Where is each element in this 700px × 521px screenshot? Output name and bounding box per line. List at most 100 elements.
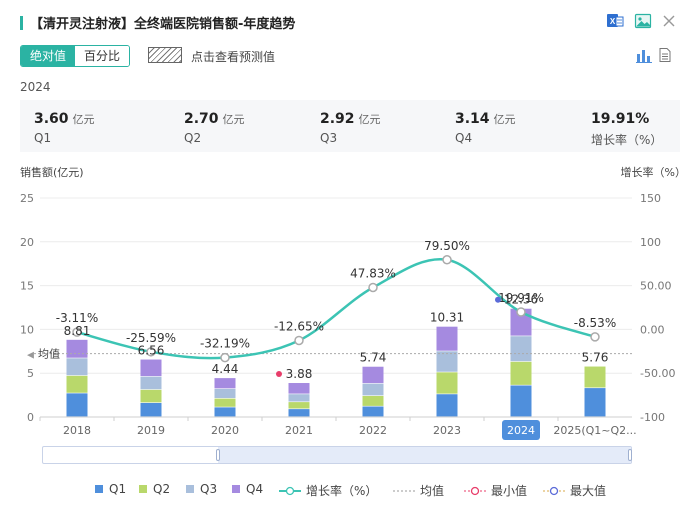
- legend-item-q1[interactable]: Q1: [95, 482, 126, 496]
- legend-item-q2[interactable]: Q2: [139, 482, 170, 496]
- table-view-icon[interactable]: [657, 47, 673, 63]
- y-tick-label: 5: [27, 367, 34, 380]
- bar-total-label: 3.88: [286, 367, 313, 381]
- y2-tick-label: -100: [640, 411, 665, 424]
- growth-rate-point: [294, 335, 304, 346]
- growth-rate-label: 79.50%: [424, 239, 470, 253]
- legend-swatch: [95, 485, 103, 493]
- x-tick-label: 2022: [359, 424, 387, 437]
- bar-segment-q4: [288, 383, 310, 394]
- y2-tick-label: -50.00: [640, 367, 675, 380]
- stat-value: 3.14: [455, 111, 490, 127]
- growth-rate-point: [516, 307, 526, 317]
- bar-total-label: 8.81: [64, 324, 91, 338]
- growth-rate-label: 19.91%: [498, 291, 544, 305]
- card-header: 【清开灵注射液】全终端医院销售额-年度趋势 X: [0, 0, 700, 44]
- chart-legend: Q1 Q2 Q3 Q4 增长率（%） 均值 最小值 最大值: [0, 482, 700, 498]
- stat-unit: 亿元: [222, 113, 245, 126]
- sales-trend-chart: 0 5 10 15 20 25 -100 -50.00 0.00 50.00 100 150 2018 2…: [20, 192, 675, 440]
- y-tick-label: 10: [20, 323, 34, 336]
- legend-label: 最大值: [570, 484, 607, 498]
- max-value-marker: [495, 296, 501, 303]
- growth-rate-label: -32.19%: [200, 337, 250, 351]
- bar-total-label: 5.76: [582, 351, 609, 365]
- y2-tick-label: 0.00: [640, 323, 665, 336]
- legend-item-average[interactable]: 均值: [393, 482, 444, 499]
- average-label: 均值: [38, 348, 60, 361]
- legend-swatch: [186, 485, 194, 493]
- bar-segment-q1: [140, 402, 162, 417]
- legend-item-max[interactable]: 最大值: [543, 482, 606, 499]
- bar-segment-q4: [436, 326, 458, 351]
- x-tick-highlight: [502, 420, 540, 440]
- bar-segment-q3: [66, 358, 88, 376]
- bar-segment-q2: [362, 395, 384, 406]
- bar-segment-q4: [140, 359, 162, 377]
- bar-segment-q1: [584, 388, 606, 417]
- growth-rate-label: -12.65%: [274, 319, 324, 333]
- absolute-value-button[interactable]: 绝对值: [21, 46, 76, 66]
- x-tick-label: 2018: [63, 424, 91, 437]
- y-tick-label: 20: [20, 236, 34, 249]
- legend-item-min[interactable]: 最小值: [464, 482, 527, 499]
- legend-item-q4[interactable]: Q4: [232, 482, 263, 496]
- bar-segment-q3: [510, 336, 532, 362]
- stat-label: 增长率（%）: [591, 133, 663, 147]
- chart-title: 【清开灵注射液】全终端医院销售额-年度趋势: [30, 17, 296, 32]
- bar-segment-q1: [288, 409, 310, 417]
- growth-rate-point: [146, 347, 156, 357]
- bar-segment-q1: [510, 385, 532, 417]
- stat-unit: 亿元: [72, 113, 95, 126]
- bar-segment-q2: [140, 389, 162, 403]
- bar-segment-q1: [214, 407, 236, 417]
- x-tick-label: 2023: [433, 424, 461, 437]
- forecast-toggle-label[interactable]: 点击查看预测值: [191, 50, 276, 64]
- stat-value: 19.91%: [591, 111, 650, 127]
- excel-export-icon[interactable]: X: [606, 12, 624, 30]
- y-tick-label: 15: [20, 280, 34, 293]
- legend-label: Q3: [200, 482, 218, 496]
- growth-rate-label: -8.53%: [574, 316, 616, 330]
- stat-unit: 亿元: [358, 113, 381, 126]
- bar-segment-q2: [214, 398, 236, 407]
- image-export-icon[interactable]: [634, 12, 652, 30]
- bar-segment-q2: [436, 372, 458, 394]
- x-tick-label: 2021: [285, 424, 313, 437]
- legend-label: Q2: [153, 482, 171, 496]
- bar-chart-icon[interactable]: [636, 47, 652, 63]
- bar-segment-q3: [288, 394, 310, 402]
- x-tick-label: 2019: [137, 424, 165, 437]
- legend-swatch: [139, 485, 147, 493]
- growth-rate-label: -3.11%: [56, 311, 98, 325]
- bar-total-label: 5.74: [360, 351, 387, 365]
- average-arrow: ◀: [27, 351, 34, 361]
- stat-growth: 19.91% 增长率（%）: [591, 108, 662, 148]
- bar-segment-q3: [214, 388, 236, 399]
- value-mode-toggle: 绝对值 百分比: [20, 45, 131, 67]
- forecast-pattern-swatch[interactable]: [148, 47, 182, 63]
- bar-total-label: 4.44: [212, 362, 239, 376]
- max-marker-legend-icon: [543, 486, 565, 495]
- bar-segment-q4: [214, 378, 236, 389]
- range-slider-right-handle[interactable]: [628, 449, 632, 461]
- summary-panel: 3.60 亿元 Q1 2.70 亿元 Q2 2.92 亿元 Q3 3.14 亿元 Q4 …: [20, 100, 680, 152]
- growth-rate-label: -25.59%: [126, 331, 176, 345]
- legend-label: 最小值: [491, 484, 528, 498]
- percentage-button[interactable]: 百分比: [75, 46, 130, 66]
- bar-total-label: 10.31: [430, 311, 464, 325]
- growth-rate-point: [72, 327, 82, 337]
- stat-q2: 2.70 亿元 Q2: [184, 108, 245, 145]
- growth-rate-label: 47.83%: [350, 267, 396, 281]
- range-slider-selection[interactable]: [218, 447, 631, 463]
- legend-label: Q1: [109, 482, 127, 496]
- legend-item-growth[interactable]: 增长率（%）: [279, 482, 377, 499]
- growth-rate-line: [76, 257, 596, 360]
- range-slider-left-handle[interactable]: [216, 449, 220, 461]
- y-axis-title: 销售额(亿元): [20, 166, 84, 179]
- x-tick-label: 2020: [211, 424, 239, 437]
- legend-label: 增长率（%）: [306, 484, 378, 498]
- legend-item-q3[interactable]: Q3: [186, 482, 217, 496]
- close-icon[interactable]: [660, 12, 678, 30]
- growth-line-legend-icon: [279, 486, 301, 495]
- y2-axis-title: 增长率（%）: [620, 166, 686, 179]
